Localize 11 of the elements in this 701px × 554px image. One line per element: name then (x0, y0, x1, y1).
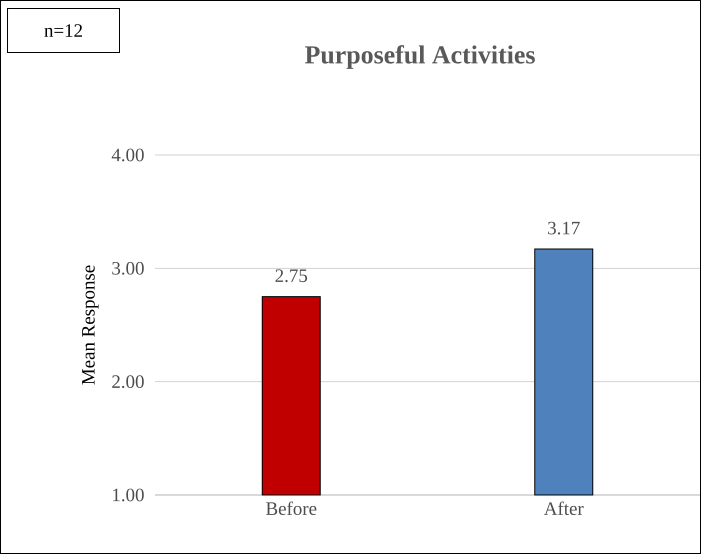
y-tick-label: 4.00 (112, 148, 144, 162)
data-label: 3.17 (548, 222, 580, 235)
text: n=12 (44, 24, 82, 37)
chart-title: Purposeful Activities (304, 45, 535, 69)
x-tick-label: Before (266, 501, 316, 516)
y-tick-label: 3.00 (112, 262, 144, 275)
y-tick-label: 2.00 (112, 375, 144, 388)
x-tick-label: After (544, 501, 584, 516)
y-tick-label: 1.00 (113, 488, 144, 502)
data-label: 2.75 (276, 269, 308, 282)
y-axis-title: Mean Response (82, 265, 99, 385)
